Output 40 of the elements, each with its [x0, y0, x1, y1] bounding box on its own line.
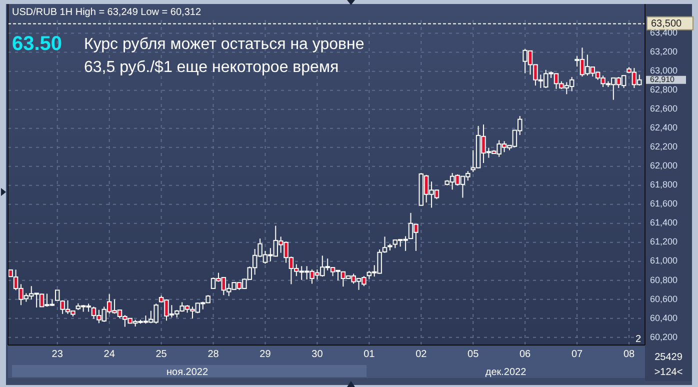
text: Курс рубля может остаться на уровне	[84, 36, 364, 53]
ref-line-label: 63,500	[651, 18, 682, 30]
x-tick-label: 30	[312, 349, 324, 360]
y-tick-label: 63,200	[650, 46, 678, 57]
y-tick-label: 61,400	[650, 218, 678, 228]
x-tick-label: 05	[468, 349, 480, 360]
y-tick-label: 62,200	[650, 142, 678, 152]
text: 62,910	[650, 74, 676, 84]
x-tick-label: 07	[571, 349, 584, 360]
x-tick-label: 29	[260, 349, 272, 360]
y-tick-label: 61,000	[650, 256, 678, 266]
x-tick-label: 28	[208, 349, 220, 360]
y-tick-label: 61,800	[650, 180, 678, 190]
text: ноя.2022	[166, 367, 208, 378]
y-tick-label: 60,200	[650, 332, 678, 342]
text: >124<	[654, 367, 683, 378]
y-tick-label: 62,400	[650, 122, 678, 133]
x-tick-label: 23	[52, 349, 64, 360]
text: дек.2022	[485, 367, 527, 378]
x-tick-label: 06	[520, 349, 532, 360]
y-tick-label: 63,000	[650, 66, 678, 76]
y-tick-label: 60,600	[650, 294, 678, 304]
x-tick-label: 08	[623, 349, 636, 360]
x-tick-label: 02	[416, 349, 428, 360]
y-tick-label: 61,600	[650, 198, 678, 209]
annotation: 2	[635, 334, 642, 345]
text: 25429	[654, 352, 683, 363]
y-tick-label: 60,800	[650, 274, 678, 285]
y-tick-label: 63,400	[650, 28, 678, 38]
y-tick-label: 61,200	[650, 236, 678, 247]
text: USD/RUB 1H High = 63,249 Low = 60,312	[12, 7, 202, 18]
y-tick-label: 62,000	[650, 160, 678, 171]
x-tick-label: 01	[364, 349, 376, 360]
y-tick-label: 62,800	[650, 84, 678, 95]
y-tick-label: 62,600	[650, 104, 678, 114]
y-tick-label: 60,400	[650, 312, 678, 323]
text: 63,5 руб./$1 еще некоторое время	[84, 59, 339, 76]
x-tick-label: 24	[104, 349, 116, 360]
x-tick-label: 25	[156, 349, 168, 360]
annotation: 63.50	[12, 33, 62, 55]
